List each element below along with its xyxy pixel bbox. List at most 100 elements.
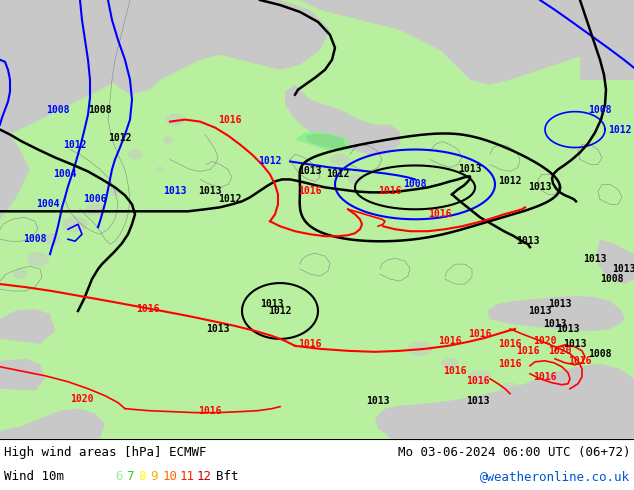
Polygon shape (487, 296, 625, 331)
Text: 1012: 1012 (63, 140, 87, 149)
Ellipse shape (156, 167, 164, 172)
Text: 1008: 1008 (23, 234, 47, 244)
Ellipse shape (85, 202, 105, 216)
Text: 1013: 1013 (206, 324, 230, 334)
Text: 10: 10 (163, 470, 178, 484)
Polygon shape (285, 85, 395, 154)
Text: 1016: 1016 (568, 356, 592, 366)
Polygon shape (300, 0, 634, 85)
Text: 1013: 1013 (298, 167, 321, 176)
Ellipse shape (63, 216, 87, 232)
Text: @weatheronline.co.uk: @weatheronline.co.uk (480, 470, 630, 484)
Ellipse shape (347, 174, 363, 184)
Ellipse shape (330, 153, 350, 166)
Text: 7: 7 (126, 470, 134, 484)
Text: 1006: 1006 (83, 195, 107, 204)
Text: 1013: 1013 (516, 236, 540, 246)
Text: 1013: 1013 (548, 299, 572, 309)
Text: 1016: 1016 (428, 209, 452, 220)
Polygon shape (295, 132, 350, 151)
Polygon shape (0, 409, 105, 439)
Polygon shape (300, 99, 400, 151)
Text: 1012: 1012 (498, 176, 522, 186)
Ellipse shape (500, 382, 520, 395)
Polygon shape (0, 359, 45, 391)
Text: 1013: 1013 (612, 264, 634, 274)
Text: 1020: 1020 (548, 346, 572, 356)
Ellipse shape (531, 395, 549, 406)
Text: 1004: 1004 (53, 170, 77, 179)
Text: 1008: 1008 (600, 274, 624, 284)
Polygon shape (0, 309, 55, 344)
Text: 1012: 1012 (108, 133, 132, 143)
Text: 1016: 1016 (378, 186, 402, 196)
Text: 1008: 1008 (588, 349, 612, 359)
Text: 1008: 1008 (588, 105, 612, 115)
Ellipse shape (166, 114, 184, 125)
Text: 1020: 1020 (70, 393, 94, 404)
Ellipse shape (109, 187, 121, 196)
Text: 1016: 1016 (498, 359, 522, 369)
Text: 1013: 1013 (366, 396, 390, 406)
Ellipse shape (27, 252, 49, 267)
Ellipse shape (408, 342, 432, 356)
Text: 1016: 1016 (136, 304, 160, 314)
Text: 1013: 1013 (466, 396, 489, 406)
Text: 1016: 1016 (533, 372, 557, 382)
Text: 1016: 1016 (218, 115, 242, 124)
Polygon shape (306, 134, 345, 148)
Text: 1012: 1012 (258, 156, 281, 167)
Bar (580, 0, 634, 80)
Text: 1012: 1012 (608, 124, 631, 135)
Ellipse shape (13, 269, 27, 279)
Ellipse shape (469, 370, 491, 384)
Text: 1013: 1013 (556, 324, 579, 334)
Text: 1016: 1016 (466, 376, 489, 386)
Polygon shape (0, 0, 160, 140)
Text: 11: 11 (180, 470, 195, 484)
Ellipse shape (441, 358, 459, 370)
Text: 9: 9 (150, 470, 157, 484)
Text: 1016: 1016 (198, 406, 222, 416)
Text: 1004: 1004 (36, 199, 60, 209)
Text: 1013: 1013 (260, 299, 284, 309)
Text: 1008: 1008 (403, 179, 427, 190)
Ellipse shape (604, 419, 616, 428)
Text: 1016: 1016 (298, 339, 321, 349)
Text: 1013: 1013 (163, 186, 187, 196)
Polygon shape (0, 0, 30, 220)
Text: 1013: 1013 (543, 319, 567, 329)
Ellipse shape (127, 149, 143, 159)
Text: 1013: 1013 (563, 339, 586, 349)
Text: 1013: 1013 (198, 186, 222, 196)
Text: 1013: 1013 (583, 254, 607, 264)
Ellipse shape (43, 233, 61, 245)
Text: 1016: 1016 (438, 336, 462, 346)
Polygon shape (597, 239, 634, 284)
Text: 1016: 1016 (298, 186, 321, 196)
Text: High wind areas [hPa] ECMWF: High wind areas [hPa] ECMWF (4, 446, 207, 459)
Text: 1012: 1012 (218, 195, 242, 204)
Polygon shape (375, 364, 634, 439)
Text: 1013: 1013 (458, 165, 482, 174)
Text: 1008: 1008 (46, 105, 70, 115)
Text: 1008: 1008 (88, 105, 112, 115)
Text: 1012: 1012 (327, 170, 350, 179)
Text: 1016: 1016 (498, 339, 522, 349)
Text: 1012: 1012 (268, 306, 292, 316)
Text: 8: 8 (138, 470, 145, 484)
Ellipse shape (573, 409, 588, 418)
Text: Mo 03-06-2024 06:00 UTC (06+72): Mo 03-06-2024 06:00 UTC (06+72) (398, 446, 630, 459)
Text: 1013: 1013 (528, 182, 552, 193)
Ellipse shape (163, 136, 173, 144)
Text: 12: 12 (197, 470, 212, 484)
Text: 1013: 1013 (528, 306, 552, 316)
Text: Wind 10m: Wind 10m (4, 470, 64, 484)
Text: 1016: 1016 (469, 329, 492, 339)
Text: 6: 6 (115, 470, 122, 484)
Text: 1016: 1016 (443, 366, 467, 376)
Text: 1016: 1016 (516, 346, 540, 356)
Text: 1020: 1020 (533, 336, 557, 346)
Polygon shape (110, 0, 330, 95)
Text: Bft: Bft (216, 470, 238, 484)
